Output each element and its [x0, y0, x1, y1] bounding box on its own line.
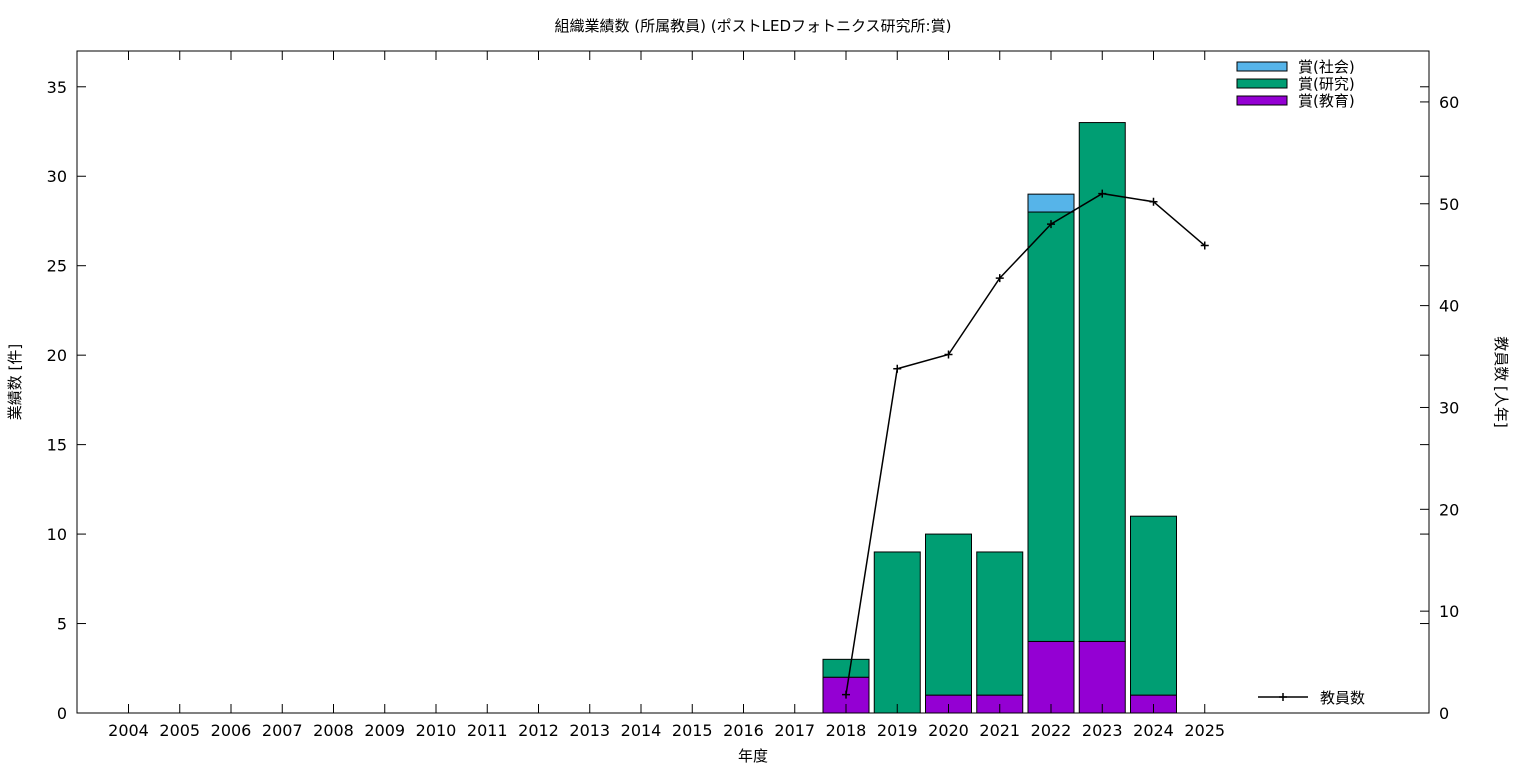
y-tick-label: 10: [47, 525, 67, 544]
x-tick-label: 2024: [1133, 721, 1174, 740]
y2-axis-label: 教員数 [人年]: [1492, 336, 1510, 427]
y-tick-label: 25: [47, 257, 67, 276]
x-tick-label: 2025: [1184, 721, 1225, 740]
bar-segment: [925, 533, 972, 696]
x-axis-label: 年度: [738, 747, 768, 765]
x-tick-label: 2023: [1082, 721, 1123, 740]
x-tick-label: 2012: [518, 721, 559, 740]
staff-count-point: [944, 350, 953, 359]
bar-segment: [1027, 211, 1075, 642]
x-tick-label: 2013: [569, 721, 610, 740]
staff-count-line: [845, 192, 1206, 695]
x-tick-label: 2017: [774, 721, 815, 740]
x-tick-label: 2007: [262, 721, 303, 740]
x-tick-label: 2020: [928, 721, 969, 740]
x-tick-label: 2008: [313, 721, 354, 740]
x-tick-label: 2022: [1031, 721, 1072, 740]
plot-area: [822, 122, 1209, 714]
x-tick-label: 2004: [108, 721, 149, 740]
legend-swatch: [1236, 78, 1288, 89]
legend-label: 教員数: [1320, 689, 1365, 707]
y-tick-label: 20: [47, 346, 67, 365]
staff-count-point: [893, 364, 902, 373]
bar-segment: [1027, 193, 1075, 213]
bar-segment: [873, 551, 921, 714]
x-tick-label: 2009: [364, 721, 405, 740]
chart-title: 組織業績数 (所属教員) (ポストLEDフォトニクス研究所:賞): [555, 17, 952, 35]
legend-label: 賞(教育): [1298, 92, 1355, 110]
x-tick-label: 2011: [467, 721, 508, 740]
y2-tick-label: 50: [1439, 195, 1459, 214]
legend-label: 賞(社会): [1298, 58, 1355, 76]
legend-swatch: [1236, 95, 1288, 106]
y2-tick-label: 30: [1439, 398, 1459, 417]
bar-segment: [1078, 640, 1126, 714]
y-tick-label: 15: [47, 436, 67, 455]
legend: 賞(社会)賞(研究)賞(教育) 教員数: [1236, 58, 1365, 707]
y2-tick-label: 60: [1439, 93, 1459, 112]
x-tick-label: 2015: [672, 721, 713, 740]
legend-label: 賞(研究): [1298, 75, 1355, 93]
staff-count-point: [1200, 241, 1209, 250]
y2-tick-label: 20: [1439, 500, 1459, 519]
y2-tick-label: 10: [1439, 602, 1459, 621]
y-tick-label: 0: [57, 704, 67, 723]
staff-count-point: [842, 690, 850, 699]
x-tick-label: 2006: [211, 721, 252, 740]
plot-frame: [76, 50, 1430, 714]
x-tick-label: 2010: [416, 721, 457, 740]
bar-segment: [822, 658, 870, 678]
y-tick-label: 35: [47, 78, 67, 97]
bar-segment: [976, 551, 1024, 696]
x-tick-label: 2018: [826, 721, 867, 740]
x-tick-label: 2021: [979, 721, 1020, 740]
x-tick-label: 2005: [159, 721, 200, 740]
y2-tick-label: 0: [1439, 704, 1449, 723]
legend-line-marker: [1279, 693, 1287, 701]
y2-tick-label: 40: [1439, 297, 1459, 316]
x-tick-label: 2019: [877, 721, 918, 740]
x-tick-label: 2016: [723, 721, 764, 740]
staff-count-point: [1098, 189, 1107, 198]
y-tick-label: 5: [57, 615, 67, 634]
legend-swatch: [1236, 61, 1288, 72]
x-tick-label: 2014: [621, 721, 662, 740]
staff-count-point: [1047, 220, 1055, 229]
bar-segment: [1027, 640, 1075, 714]
staff-count-point: [1149, 197, 1158, 206]
y-axis-label: 業績数 [件]: [6, 344, 24, 420]
y-tick-label: 30: [47, 167, 67, 186]
bar-segment: [1078, 122, 1126, 642]
bar-segment: [1130, 515, 1177, 696]
staff-count-point: [995, 274, 1004, 283]
